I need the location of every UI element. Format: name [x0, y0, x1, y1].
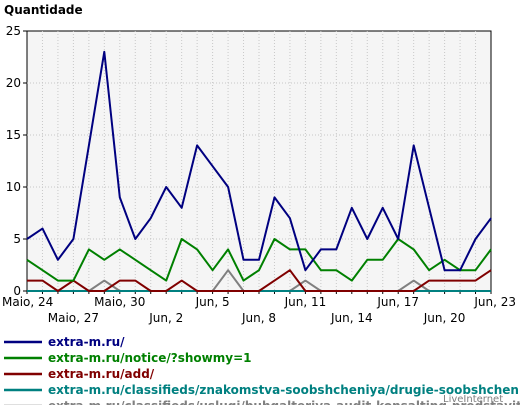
x-tick-label: Jun, 23: [473, 295, 516, 309]
legend-label: extra-m.ru/add/: [48, 367, 155, 381]
legend-label: extra-m.ru/: [48, 335, 125, 349]
x-tick-label: Maio, 30: [94, 295, 145, 309]
legend-label: extra-m.ru/classifieds/znakomstva-soobsh…: [48, 383, 520, 397]
x-tick-label: Jun, 8: [241, 311, 276, 325]
x-tick-label: Jun, 11: [284, 295, 327, 309]
x-tick-label: Jun, 17: [376, 295, 419, 309]
legend-label: extra-m.ru/classifieds/uslugi/buhgalteri…: [48, 399, 520, 405]
series-lines: [26, 50, 492, 292]
series-line-3: [27, 269, 492, 292]
y-tick-label: 10: [6, 180, 21, 194]
y-tick-label: 0: [13, 284, 21, 298]
x-tick-label: Jun, 5: [195, 295, 230, 309]
y-axis-label: Quantidade: [4, 3, 83, 17]
y-tick-label: 15: [6, 128, 21, 142]
legend: extra-m.ru/extra-m.ru/notice/?showmy=1 ex…: [4, 335, 520, 405]
x-tick-label: Maio, 24: [2, 295, 53, 309]
y-tick-label: 5: [13, 232, 21, 246]
x-tick-label: Jun, 14: [330, 311, 373, 325]
y-tick-label: 25: [6, 24, 21, 38]
credit-label: LiveInternet: [443, 394, 503, 405]
x-tick-label: Jun, 2: [148, 311, 183, 325]
x-tick-label: Jun, 20: [423, 311, 466, 325]
series-line-1: [26, 50, 492, 272]
y-tick-label: 20: [6, 76, 21, 90]
legend-label: extra-m.ru/notice/?showmy=1: [48, 351, 252, 365]
x-tick-label: Maio, 27: [48, 311, 99, 325]
series-line-2: [26, 238, 492, 282]
